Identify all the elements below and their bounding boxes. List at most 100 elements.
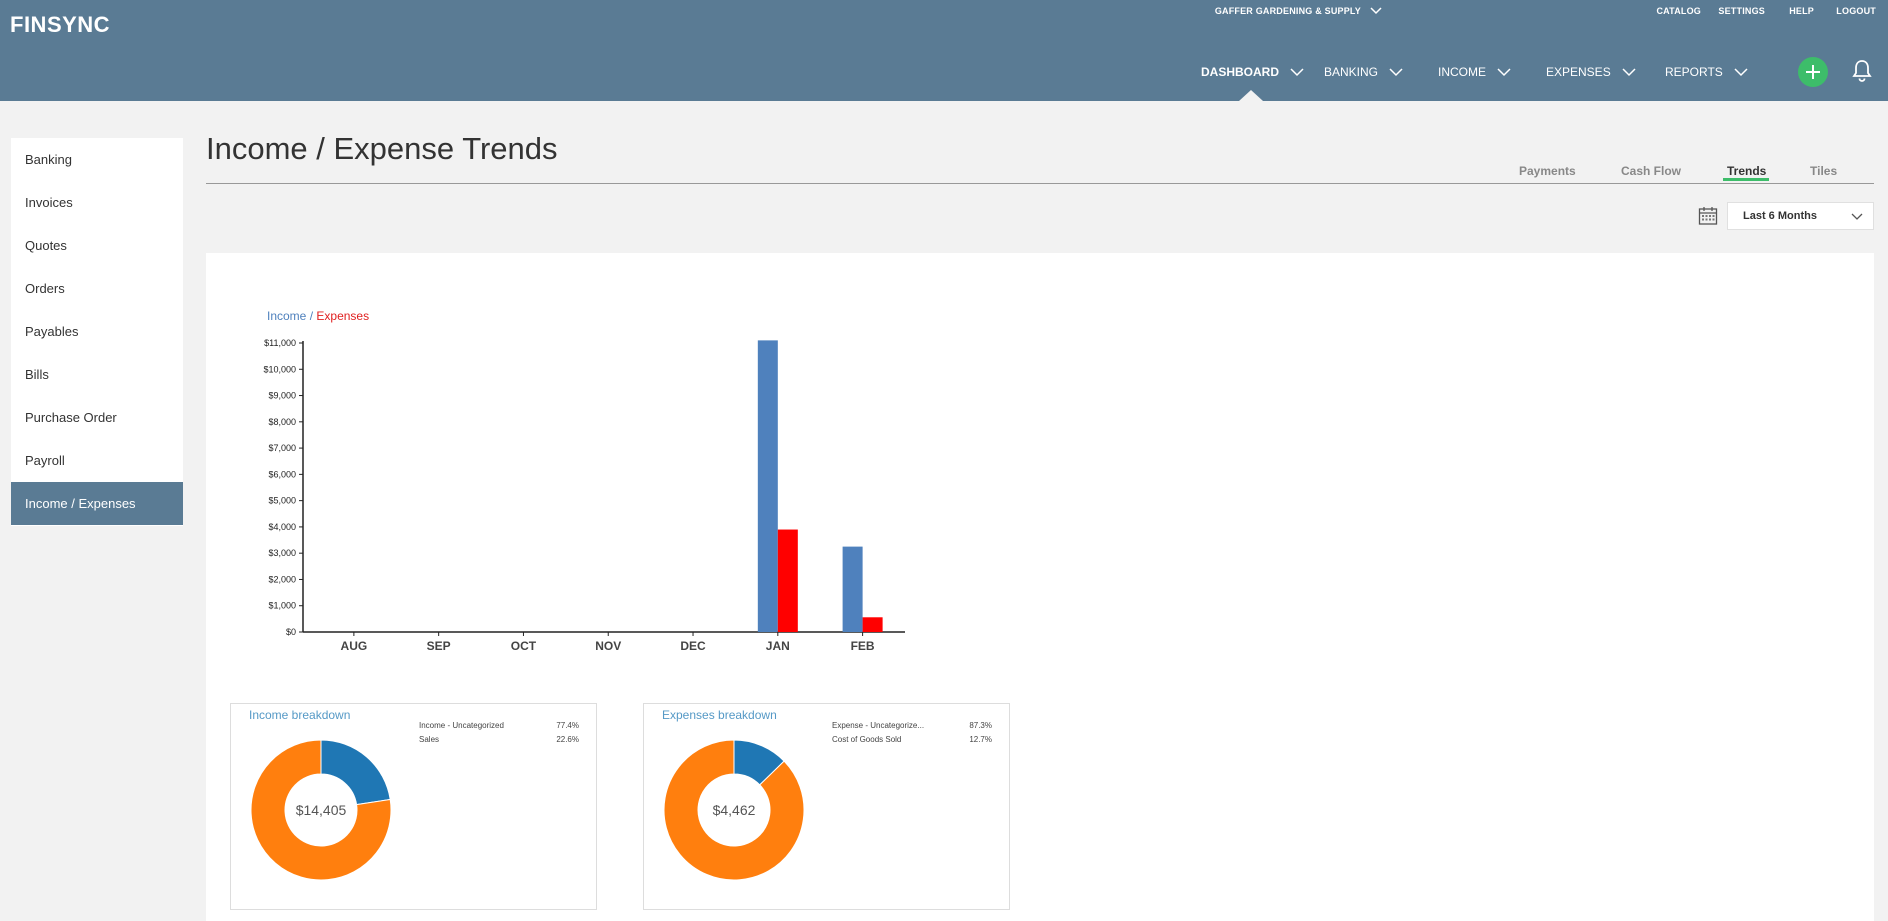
income-breakdown-legend: Income - Uncategorized 77.4% Sales 22.6% — [419, 719, 579, 747]
legend-label: Sales — [419, 735, 440, 744]
sidebar-item-payables[interactable]: Payables — [25, 324, 79, 339]
x-tick-label: NOV — [595, 639, 621, 653]
y-tick-label: $7,000 — [268, 443, 296, 453]
catalog-link[interactable]: CATALOG — [1656, 6, 1701, 16]
chart-legend: Income / Expenses — [267, 309, 369, 323]
settings-link[interactable]: SETTINGS — [1718, 6, 1765, 16]
nav-expenses[interactable]: EXPENSES — [1546, 60, 1637, 84]
y-tick-label: $8,000 — [268, 417, 296, 427]
expenses-breakdown-legend: Expense - Uncategorize... 87.3% Cost of … — [832, 719, 992, 747]
chevron-down-icon — [1389, 68, 1403, 77]
tab-payments[interactable]: Payments — [1519, 164, 1576, 178]
sidebar-item-purchase-order[interactable]: Purchase Order — [25, 410, 117, 425]
nav-reports[interactable]: REPORTS — [1665, 60, 1749, 84]
donut-slice[interactable] — [251, 740, 391, 881]
y-tick-label: $6,000 — [268, 469, 296, 479]
nav-expenses-label: EXPENSES — [1546, 65, 1611, 79]
active-nav-caret — [1239, 90, 1263, 101]
plus-icon — [1806, 65, 1820, 79]
page-title: Income / Expense Trends — [206, 131, 558, 166]
expenses-breakdown-card: Expenses breakdown Expense - Uncategoriz… — [643, 703, 1010, 910]
x-tick-label: AUG — [341, 639, 368, 653]
sidebar-item-bills[interactable]: Bills — [25, 367, 49, 382]
income-donut-chart: $14,405 — [251, 740, 391, 881]
donut-total-label: $4,462 — [713, 802, 756, 818]
expenses-donut-chart: $4,462 — [664, 740, 804, 881]
chevron-down-icon — [1497, 68, 1511, 77]
expenses-bar-jan[interactable] — [777, 529, 798, 632]
expenses-bar-feb[interactable] — [862, 617, 883, 632]
period-select[interactable]: Last 6 Months — [1727, 202, 1874, 230]
x-tick-label: OCT — [511, 639, 537, 653]
top-header: FINSYNC GAFFER GARDENING & SUPPLY CATALO… — [0, 0, 1888, 101]
sidebar-item-invoices[interactable]: Invoices — [25, 195, 73, 210]
sidebar-item-payroll[interactable]: Payroll — [25, 453, 65, 468]
help-link[interactable]: HELP — [1789, 6, 1814, 16]
legend-pct: 87.3% — [969, 721, 992, 730]
x-tick-label: FEB — [851, 639, 875, 653]
y-tick-label: $9,000 — [268, 391, 296, 401]
legend-label: Income - Uncategorized — [419, 721, 504, 730]
income-bar-feb[interactable] — [842, 546, 863, 632]
chevron-down-icon — [1622, 68, 1636, 77]
legend-expenses: Expenses — [316, 309, 370, 323]
nav-income[interactable]: INCOME — [1438, 60, 1512, 84]
donut-total-label: $14,405 — [296, 802, 347, 818]
income-breakdown-card: Income breakdown Income - Uncategorized … — [230, 703, 597, 910]
nav-banking-label: BANKING — [1324, 65, 1379, 79]
trends-card: Income / Expenses $0 $1,000 $2,000 $3,000 $4… — [206, 253, 1874, 921]
nav-income-label: INCOME — [1438, 65, 1486, 79]
sidebar-item-quotes[interactable]: Quotes — [25, 238, 67, 253]
sidebar-item-orders[interactable]: Orders — [25, 281, 65, 296]
y-tick-label: $11,000 — [264, 338, 296, 348]
bell-icon[interactable] — [1851, 59, 1873, 83]
calendar-icon[interactable] — [1698, 206, 1718, 226]
tab-trends[interactable]: Trends — [1727, 164, 1767, 178]
chevron-down-icon — [1370, 7, 1382, 15]
nav-reports-label: REPORTS — [1665, 65, 1723, 79]
x-tick-label: SEP — [427, 639, 451, 653]
legend-row: Expense - Uncategorize... 87.3% — [832, 719, 992, 733]
legend-row: Cost of Goods Sold 12.7% — [832, 733, 992, 747]
y-tick-label: $2,000 — [268, 574, 296, 584]
sidebar: Banking Invoices Quotes Orders Payables … — [11, 138, 183, 526]
legend-pct: 77.4% — [556, 721, 579, 730]
income-bar-jan[interactable] — [757, 340, 778, 632]
chevron-down-icon — [1851, 213, 1863, 220]
y-tick-label: $10,000 — [263, 364, 296, 374]
legend-row: Income - Uncategorized 77.4% — [419, 719, 579, 733]
logout-link[interactable]: LOGOUT — [1836, 6, 1876, 16]
legend-pct: 22.6% — [556, 735, 579, 744]
chevron-down-icon — [1290, 68, 1304, 77]
legend-separator: / — [309, 309, 314, 323]
y-tick-label: $3,000 — [268, 548, 296, 558]
legend-pct: 12.7% — [969, 735, 992, 744]
tab-cash-flow[interactable]: Cash Flow — [1621, 164, 1682, 178]
y-tick-label: $4,000 — [268, 522, 296, 532]
sidebar-item-income-expenses[interactable]: Income / Expenses — [11, 482, 183, 525]
donut-slice[interactable] — [664, 740, 804, 881]
add-button[interactable] — [1798, 57, 1828, 87]
donut-slice[interactable] — [320, 740, 391, 806]
income-expense-bar-chart: $0 $1,000 $2,000 $3,000 $4,000 $5,000 $6,000 $7… — [263, 338, 905, 653]
app-logo[interactable]: FINSYNC — [10, 12, 111, 37]
legend-label: Expense - Uncategorize... — [832, 721, 925, 730]
sidebar-item-banking[interactable]: Banking — [25, 152, 72, 167]
company-name: GAFFER GARDENING & SUPPLY — [1214, 6, 1361, 16]
title-divider — [206, 183, 1874, 184]
legend-income: Income — [267, 309, 307, 323]
income-breakdown-title: Income breakdown — [249, 708, 351, 722]
y-tick-label: $0 — [286, 627, 296, 637]
tab-tiles[interactable]: Tiles — [1810, 164, 1838, 178]
x-tick-label: DEC — [680, 639, 706, 653]
legend-label: Cost of Goods Sold — [832, 735, 902, 744]
y-tick-label: $5,000 — [268, 496, 296, 506]
nav-dashboard-label: DASHBOARD — [1201, 65, 1279, 79]
nav-dashboard[interactable]: DASHBOARD — [1201, 60, 1305, 84]
nav-banking[interactable]: BANKING — [1324, 60, 1404, 84]
expenses-breakdown-title: Expenses breakdown — [662, 708, 777, 722]
company-switcher[interactable]: GAFFER GARDENING & SUPPLY — [1215, 6, 1383, 16]
period-select-value: Last 6 Months — [1743, 210, 1817, 222]
y-tick-label: $1,000 — [268, 601, 296, 611]
x-tick-label: JAN — [766, 639, 790, 653]
